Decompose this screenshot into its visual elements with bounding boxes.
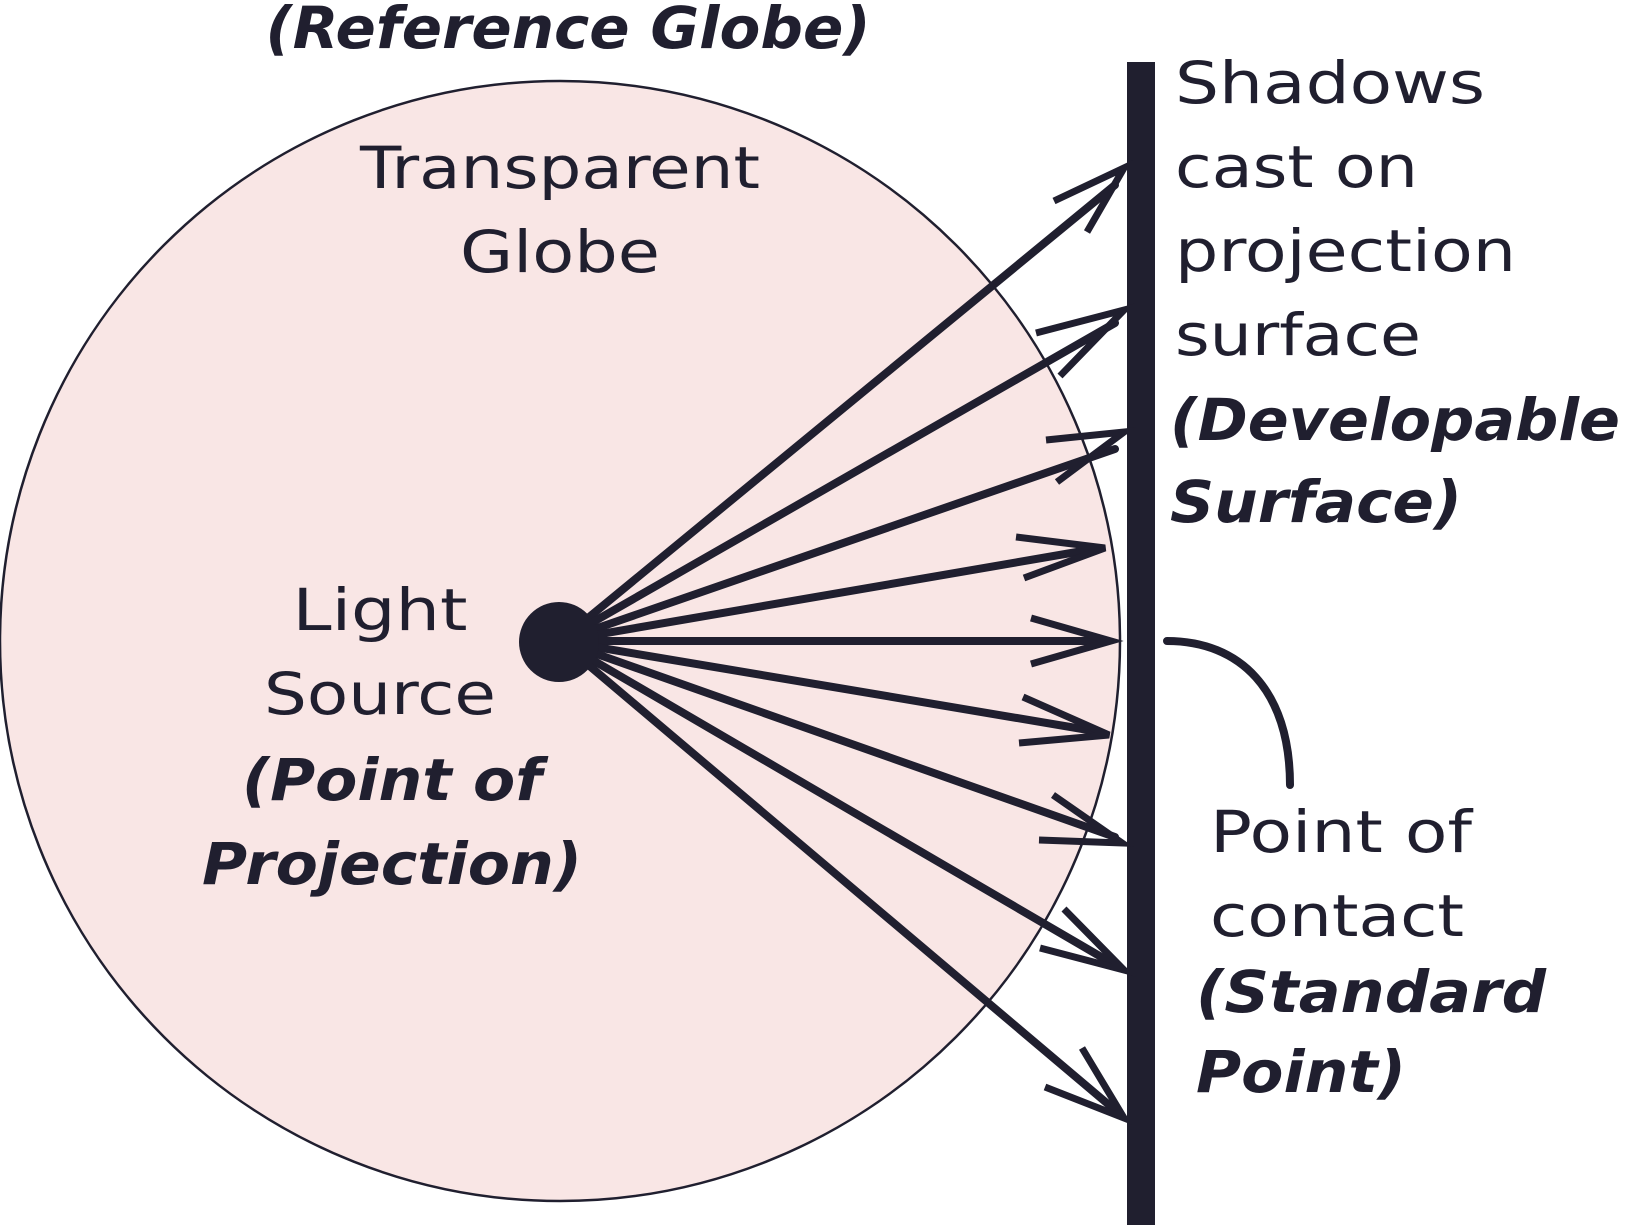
light-source-dot	[519, 602, 599, 682]
ray-9	[556, 637, 1119, 1114]
point-of-projection-label: Projection)	[202, 830, 582, 898]
ray-4	[556, 544, 1104, 645]
projection-rays	[556, 181, 1119, 1114]
arrow-heads	[1015, 160, 1137, 1126]
ray-6	[556, 637, 1104, 736]
arrow-head-2	[1035, 303, 1136, 379]
standard-point-label: Point)	[1196, 1038, 1406, 1106]
ray-7	[556, 637, 1119, 841]
point-of-projection-label: (Point of	[242, 746, 549, 814]
arrow-head-3	[1045, 427, 1137, 485]
point-of-contact-label: contact	[1210, 882, 1464, 950]
transparent-globe-label: Globe	[460, 218, 660, 286]
reference-globe-label: (Reference Globe)	[266, 0, 871, 62]
standard-point-label: (Standard	[1196, 958, 1547, 1026]
developable-surface-label: (Developable	[1170, 386, 1620, 454]
shadows-label: Shadows	[1175, 49, 1485, 117]
ray-3	[556, 445, 1119, 645]
ray-2	[556, 319, 1119, 645]
projection-surface	[1127, 62, 1155, 1225]
arrow-head-7	[1038, 792, 1134, 847]
ray-8	[556, 637, 1119, 969]
point-of-contact-label: Point of	[1210, 798, 1474, 866]
point-of-contact-leader	[1163, 637, 1294, 789]
arrow-head-8	[1039, 906, 1136, 977]
arrow-head-1	[1052, 160, 1133, 234]
light-source-label: Light	[293, 576, 468, 644]
ray-1	[556, 181, 1119, 645]
shadows-label: projection	[1175, 217, 1516, 285]
transparent-globe-label: Transparent	[359, 134, 760, 202]
arrow-head-9	[1043, 1046, 1133, 1126]
light-source-label: Source	[264, 660, 496, 728]
arrow-head-6	[1018, 693, 1111, 747]
arrow-head-5	[1030, 614, 1124, 668]
shadows-label: surface	[1175, 301, 1421, 369]
developable-surface-label: Surface)	[1170, 468, 1462, 536]
arrow-head-4	[1015, 533, 1107, 582]
shadows-label: cast on	[1175, 133, 1418, 201]
